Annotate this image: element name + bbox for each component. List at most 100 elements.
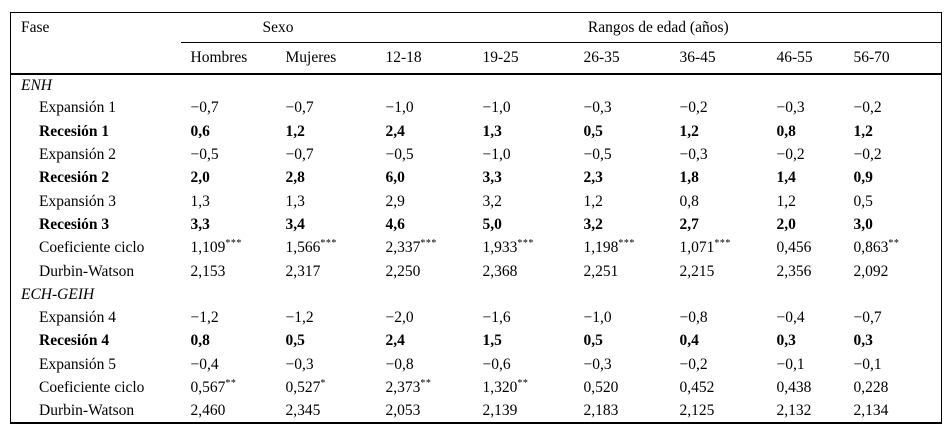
data-cell: 0,6: [190, 122, 210, 140]
data-cell: 2,337***: [385, 238, 437, 257]
row-label: Coeficiente ciclo: [39, 239, 145, 257]
data-cell: 2,7: [679, 215, 699, 233]
row-label: Expansión 2: [39, 146, 117, 164]
significance-stars: ***: [618, 238, 635, 250]
section-header: ENH: [21, 76, 52, 94]
table-row: Coeficiente ciclo 0,567** 0,527* 2,373** 1,3…: [11, 376, 942, 399]
data-cell: 2,0: [190, 169, 210, 187]
data-cell: −1,0: [385, 99, 414, 117]
data-cell: 0,5: [583, 332, 603, 350]
data-cell: −0,2: [853, 146, 882, 164]
data-cell: −0,8: [385, 355, 414, 373]
column-header-36-45: 36-45: [669, 42, 767, 75]
data-cell: −1,6: [482, 309, 511, 327]
data-cell: −0,7: [285, 146, 314, 164]
row-label: Recesión 2: [39, 169, 110, 187]
column-header-12-18: 12-18: [375, 42, 473, 75]
data-cell: 2,125: [679, 401, 715, 419]
data-cell: 6,0: [385, 169, 405, 187]
data-cell: −0,2: [679, 99, 708, 117]
table-row: Recesión 1 0,6 1,2 2,4 1,3 0,5 1,2 0,8 1,2: [11, 120, 942, 143]
data-cell: −0,1: [853, 355, 882, 373]
significance-stars: ***: [225, 238, 242, 250]
table-row: Expansión 5 −0,4 −0,3 −0,8 −0,6 −0,3 −0,2 −0,1 −…: [11, 353, 942, 376]
data-cell: 3,4: [285, 215, 305, 233]
data-cell: −0,4: [776, 309, 805, 327]
data-cell: −1,2: [285, 309, 314, 327]
group-header-rangos-edad: Rangos de edad (años): [375, 12, 942, 43]
row-label: Recesión 1: [39, 122, 110, 140]
data-cell: −0,3: [583, 99, 612, 117]
data-cell: 1,3: [190, 192, 210, 210]
data-cell: −0,4: [190, 355, 219, 373]
data-cell: 0,3: [853, 332, 873, 350]
data-cell: 2,356: [776, 262, 812, 280]
data-cell: 2,153: [190, 262, 226, 280]
data-cell: −1,2: [190, 309, 219, 327]
column-header-fase: Fase: [10, 12, 181, 75]
data-cell: 0,3: [776, 332, 796, 350]
data-cell: 1,8: [679, 169, 699, 187]
table-row: Recesión 4 0,8 0,5 2,4 1,5 0,5 0,4 0,3 0,3: [11, 330, 942, 353]
row-label: Durbin-Watson: [39, 262, 135, 280]
data-cell: 0,8: [679, 192, 699, 210]
section-row: ECH-GEIH: [11, 283, 942, 306]
data-cell: 3,2: [583, 215, 603, 233]
section-row: ENH: [11, 74, 942, 97]
data-cell: 0,8: [776, 122, 796, 140]
data-cell: 5,0: [482, 215, 502, 233]
significance-stars: *: [320, 377, 326, 389]
data-cell: 1,2: [853, 122, 873, 140]
significance-stars: ***: [420, 238, 437, 250]
data-cell: 0,8: [190, 332, 210, 350]
data-cell: 2,4: [385, 332, 405, 350]
results-table: Fase Sexo Rangos de edad (años) Hombres …: [10, 12, 943, 424]
data-cell: 2,215: [679, 262, 715, 280]
data-cell: 2,250: [385, 262, 421, 280]
data-cell: −0,7: [853, 309, 882, 327]
column-header-19-25: 19-25: [472, 42, 574, 75]
data-cell: 2,3: [583, 169, 603, 187]
data-cell: −0,7: [190, 99, 219, 117]
row-label: Recesión 4: [39, 332, 110, 350]
data-cell: 2,317: [285, 262, 321, 280]
data-cell: 4,6: [385, 215, 405, 233]
data-cell: 3,3: [482, 169, 502, 187]
table-row: Durbin-Watson 2,460 2,345 2,053 2,139 2,183 2,…: [11, 400, 942, 423]
significance-stars: ***: [517, 238, 534, 250]
significance-stars: ***: [320, 238, 337, 250]
data-cell: 1,071***: [679, 238, 731, 257]
table-row: Expansión 4 −1,2 −1,2 −2,0 −1,6 −1,0 −0,8 −0,4 −…: [11, 306, 942, 329]
data-cell: 1,198***: [583, 238, 635, 257]
section-header: ECH-GEIH: [21, 285, 95, 303]
data-cell: 0,452: [679, 379, 715, 396]
data-cell: 0,567**: [190, 377, 237, 396]
data-cell: 1,2: [285, 122, 305, 140]
significance-stars: **: [888, 238, 900, 250]
row-label: Durbin-Watson: [39, 401, 135, 419]
row-label: Expansión 4: [39, 309, 117, 327]
row-label: Coeficiente ciclo: [39, 379, 145, 396]
data-cell: −0,3: [679, 146, 708, 164]
data-cell: 1,2: [583, 192, 603, 210]
data-cell: 0,5: [853, 192, 873, 210]
table-header: Fase Sexo Rangos de edad (años) Hombres …: [10, 12, 942, 75]
data-cell: 3,2: [482, 192, 502, 210]
data-cell: 2,9: [385, 192, 405, 210]
data-cell: 1,2: [776, 192, 796, 210]
data-cell: −0,2: [776, 146, 805, 164]
significance-stars: **: [420, 377, 432, 389]
data-cell: −0,7: [285, 99, 314, 117]
data-cell: 0,5: [583, 122, 603, 140]
table-row: Recesión 2 2,0 2,8 6,0 3,3 2,3 1,8 1,4 0,9: [11, 167, 942, 190]
table-container: Fase Sexo Rangos de edad (años) Hombres …: [10, 12, 943, 424]
data-cell: −0,3: [776, 99, 805, 117]
column-header-hombres: Hombres: [180, 42, 276, 75]
data-cell: −0,3: [583, 355, 612, 373]
data-cell: 2,460: [190, 401, 226, 419]
table-row: Durbin-Watson 2,153 2,317 2,250 2,368 2,251 2,…: [11, 260, 942, 283]
data-cell: 0,9: [853, 169, 873, 187]
data-cell: 0,5: [285, 332, 305, 350]
data-cell: 1,5: [482, 332, 502, 350]
data-cell: 1,3: [482, 122, 502, 140]
